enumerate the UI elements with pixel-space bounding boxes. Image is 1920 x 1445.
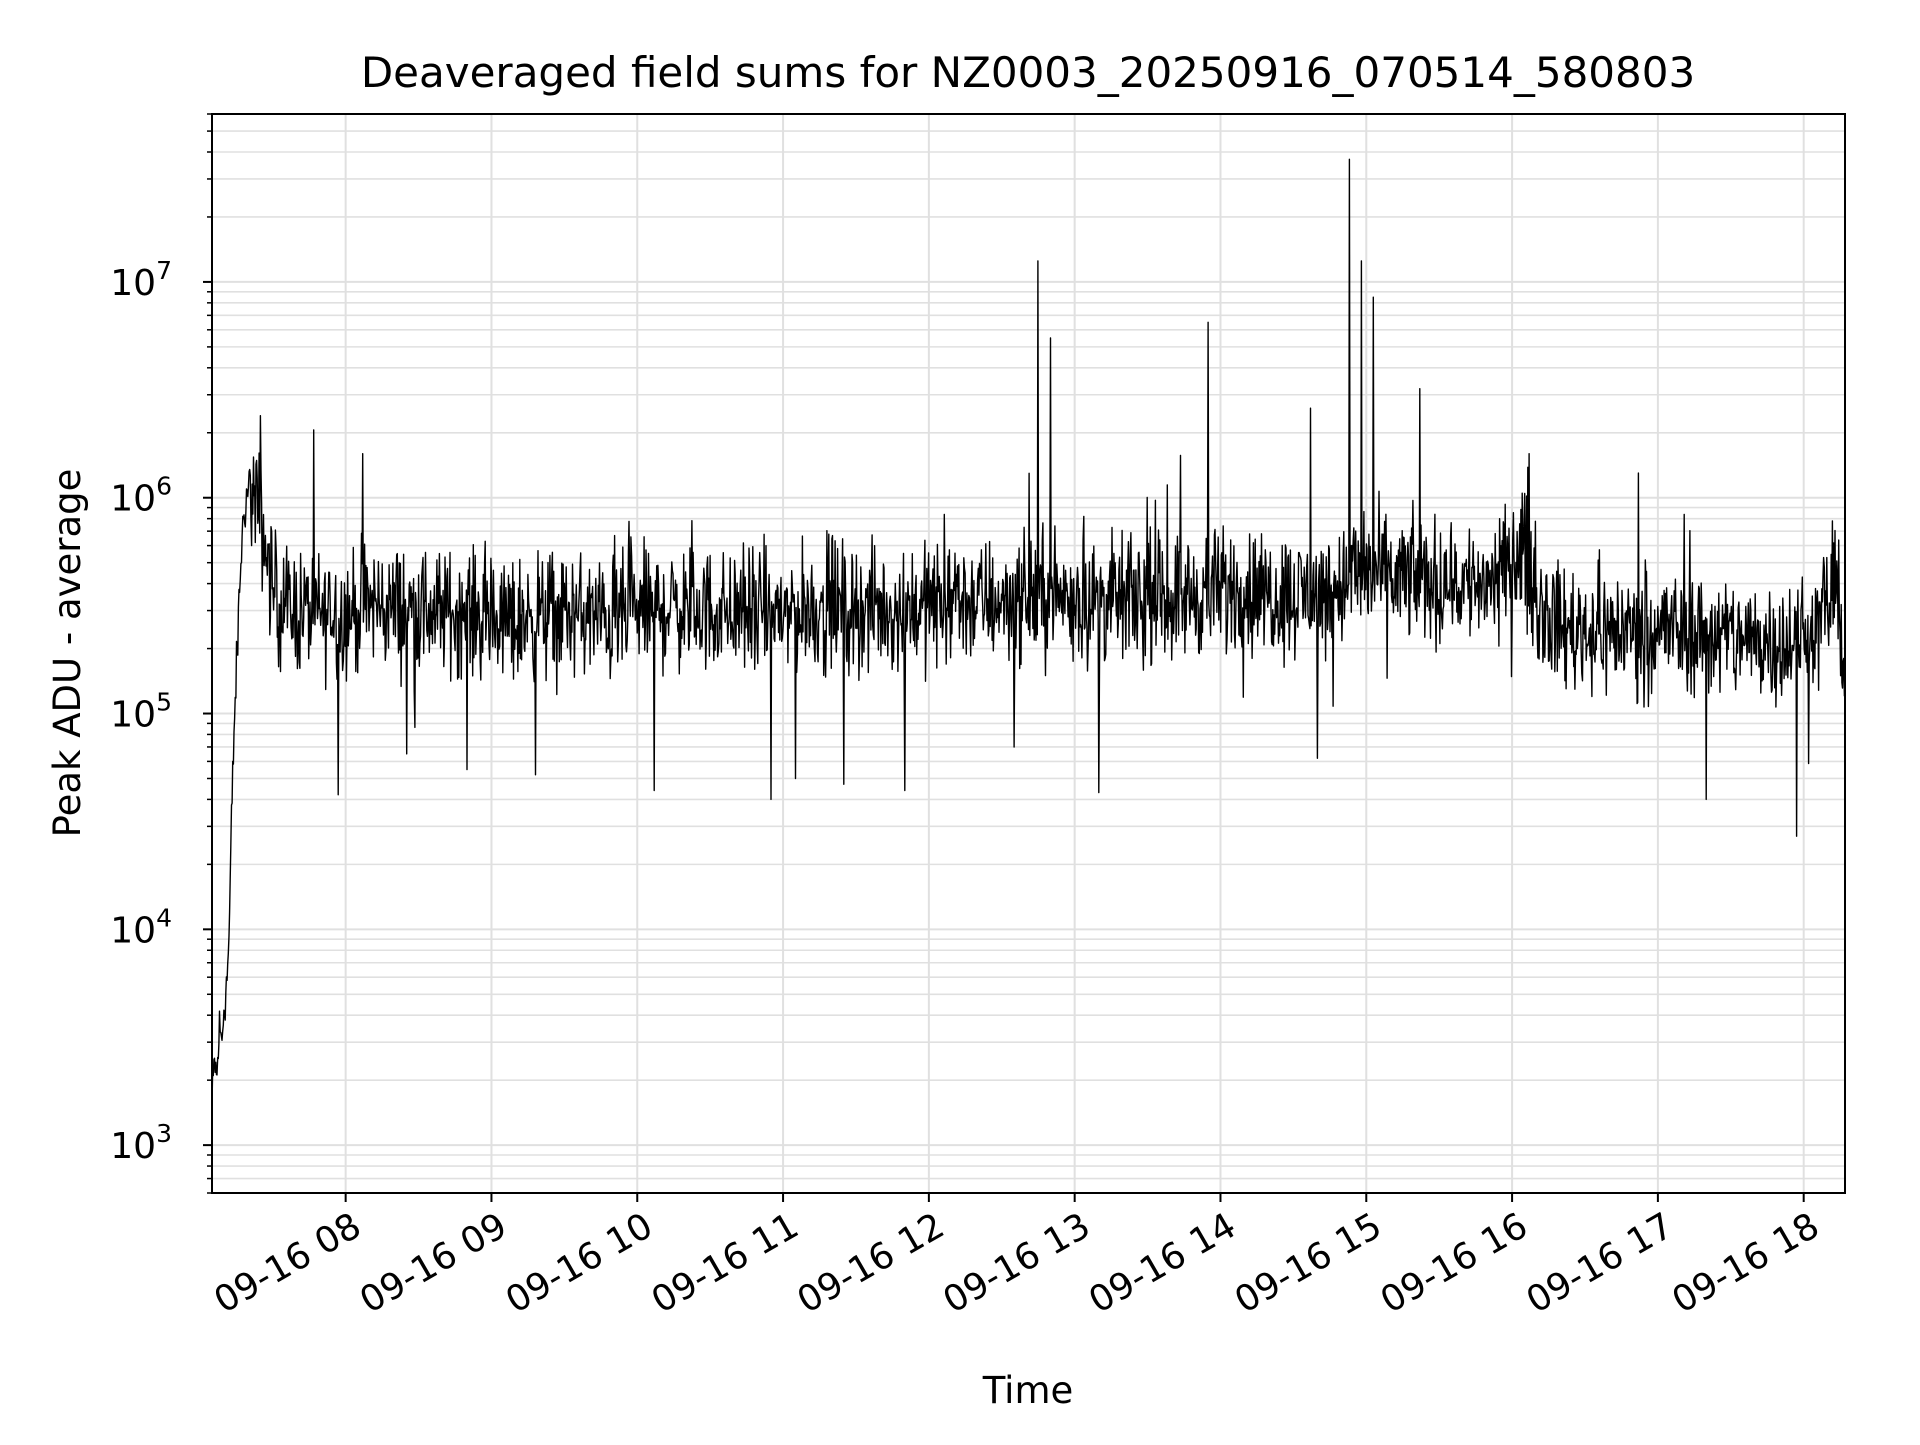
- series-line: [211, 158, 1846, 1105]
- series-layer: [211, 158, 1846, 1105]
- plot-frame: [211, 113, 1846, 1194]
- y-tick-label: 103: [110, 1119, 172, 1167]
- grid: [212, 113, 1845, 1194]
- x-axis-label: Time: [982, 1369, 1074, 1412]
- y-tick-labels: 103 104 105 106 107: [110, 256, 172, 1167]
- y-tick-label: 106: [110, 472, 172, 520]
- axis-ticks: [203, 113, 1805, 1202]
- y-tick-label: 105: [110, 688, 172, 736]
- y-tick-label: 104: [110, 903, 172, 951]
- y-tick-label: 107: [110, 256, 172, 304]
- y-axis-label: Peak ADU - average: [46, 469, 89, 838]
- chart-title: Deaveraged field sums for NZ0003_2025091…: [361, 48, 1695, 97]
